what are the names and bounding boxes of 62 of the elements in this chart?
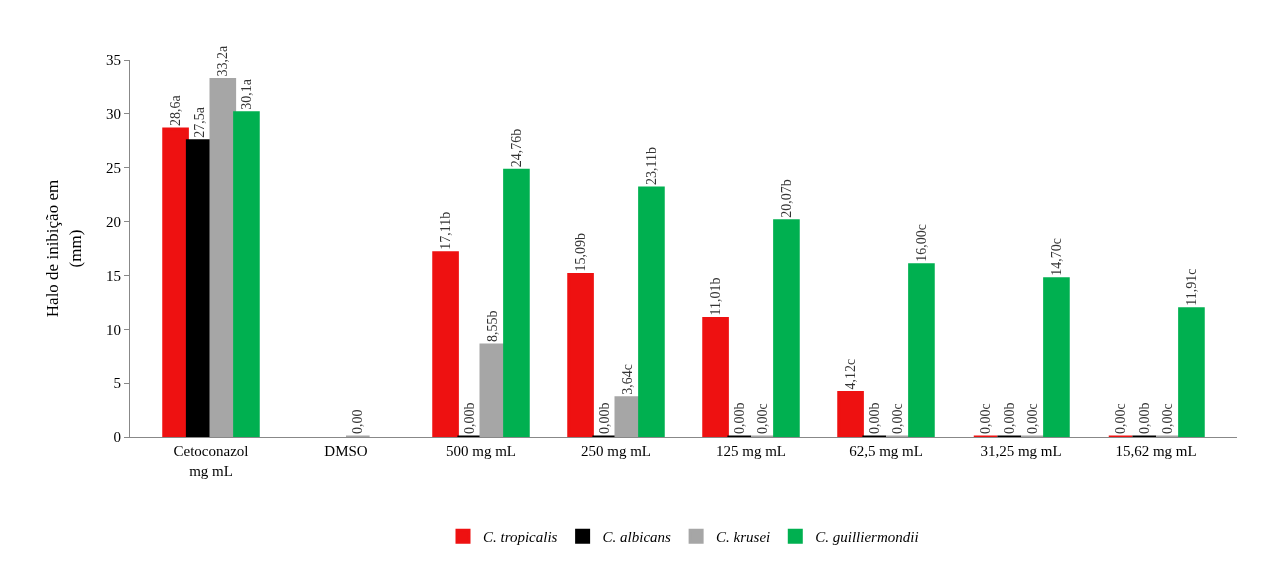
y-tick-label: 0 <box>113 429 121 446</box>
data-label: 0,00c <box>1113 403 1129 434</box>
legend-label: C. tropicalis <box>483 529 558 546</box>
data-label: 27,5a <box>191 106 207 138</box>
data-label: 0,00b <box>866 402 882 434</box>
x-tick-label: 62,5 mg mL <box>849 443 923 459</box>
y-tick-label: 25 <box>106 159 121 176</box>
legend-label: C. guilliermondii <box>815 529 919 546</box>
x-tick-label: DMSO <box>324 443 368 459</box>
data-label: 20,07b <box>778 179 794 218</box>
bar <box>1178 307 1205 437</box>
bar <box>503 168 530 437</box>
data-label: 8,55b <box>485 310 501 342</box>
x-tick-label: 125 mg mL <box>716 443 786 459</box>
data-label: 0,00b <box>731 402 747 434</box>
y-tick-label: 20 <box>106 213 121 230</box>
legend-label: C. krusei <box>716 529 771 546</box>
x-tick-label: 15,62 mg mL <box>1115 443 1197 459</box>
bar <box>908 263 935 437</box>
bar <box>162 127 189 437</box>
data-label: 0,00c <box>1025 403 1041 434</box>
y-tick-label: 15 <box>106 267 121 284</box>
data-label: 0,00b <box>1136 402 1152 434</box>
data-label: 0,00 <box>350 409 366 434</box>
data-label: 0,00c <box>978 403 994 434</box>
data-label: 33,2a <box>215 44 231 77</box>
bar <box>702 316 729 437</box>
data-label: 0,00b <box>1001 402 1017 434</box>
bar <box>638 186 665 437</box>
data-label: 17,11b <box>438 211 454 250</box>
data-label: 0,00c <box>1160 403 1176 434</box>
x-tick-label: 250 mg mL <box>581 443 651 459</box>
data-label: 28,6a <box>168 94 184 126</box>
bar <box>837 391 864 437</box>
y-tick-label: 10 <box>106 321 121 338</box>
data-label: 15,09b <box>573 232 589 272</box>
data-label: 4,12c <box>843 358 859 390</box>
y-tick-label: 5 <box>113 375 121 392</box>
x-tick-label: 31,25 mg mL <box>980 443 1062 459</box>
x-tick-label: 500 mg mL <box>446 443 516 459</box>
y-tick-label: 30 <box>106 106 121 123</box>
bar <box>773 219 800 437</box>
data-label: 0,00c <box>890 403 906 434</box>
data-label: 0,00b <box>461 402 477 434</box>
data-label: 3,64c <box>620 364 636 395</box>
y-tick-label: 35 <box>106 52 121 69</box>
data-label: 24,76b <box>508 128 524 168</box>
data-label: 11,91c <box>1183 268 1199 306</box>
data-label: 23,11b <box>643 147 659 186</box>
bar <box>567 272 594 437</box>
legend-label: C. albicans <box>602 529 672 546</box>
data-label: 0,00b <box>596 402 612 434</box>
data-label: 0,00c <box>755 403 771 434</box>
data-label: 30,1a <box>238 78 254 110</box>
data-label: 11,01b <box>708 277 724 316</box>
x-tick-label: Cetoconazol mg mL <box>173 443 249 479</box>
data-label: 16,00c <box>913 223 929 262</box>
bar <box>432 251 459 437</box>
bar <box>1043 277 1070 437</box>
bar <box>233 111 260 437</box>
data-label: 14,70c <box>1048 237 1064 276</box>
y-axis-title: Halo de inibição em (mm) <box>43 179 85 318</box>
